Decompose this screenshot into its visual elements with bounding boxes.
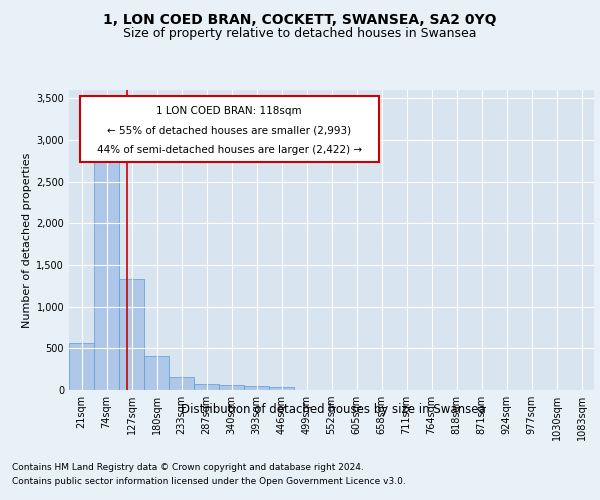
Bar: [169, 377, 194, 390]
Text: Contains public sector information licensed under the Open Government Licence v3: Contains public sector information licen…: [12, 478, 406, 486]
Text: 44% of semi-detached houses are larger (2,422) →: 44% of semi-detached houses are larger (…: [97, 145, 362, 155]
Bar: [144, 356, 169, 390]
Bar: [69, 344, 94, 390]
Bar: [219, 386, 244, 390]
Bar: [94, 148, 119, 390]
Bar: [244, 386, 269, 390]
Text: Size of property relative to detached houses in Swansea: Size of property relative to detached ho…: [123, 28, 477, 40]
Text: Contains HM Land Registry data © Crown copyright and database right 2024.: Contains HM Land Registry data © Crown c…: [12, 462, 364, 471]
Text: 1 LON COED BRAN: 118sqm: 1 LON COED BRAN: 118sqm: [157, 106, 302, 116]
Bar: [119, 279, 144, 390]
Bar: [194, 384, 219, 390]
Text: ← 55% of detached houses are smaller (2,993): ← 55% of detached houses are smaller (2,…: [107, 126, 351, 136]
Text: 1, LON COED BRAN, COCKETT, SWANSEA, SA2 0YQ: 1, LON COED BRAN, COCKETT, SWANSEA, SA2 …: [103, 12, 497, 26]
Y-axis label: Number of detached properties: Number of detached properties: [22, 152, 32, 328]
Bar: [269, 386, 294, 390]
FancyBboxPatch shape: [79, 96, 379, 162]
Text: Distribution of detached houses by size in Swansea: Distribution of detached houses by size …: [181, 402, 485, 415]
